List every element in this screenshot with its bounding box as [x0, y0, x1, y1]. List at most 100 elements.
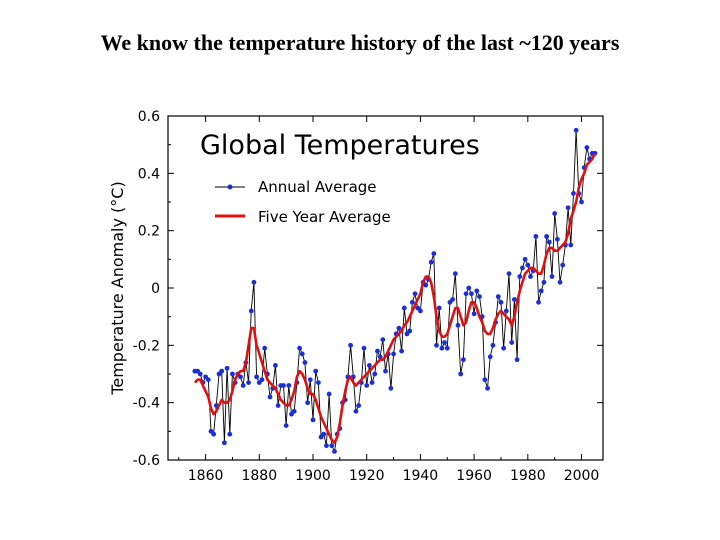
- annual-average-point: [450, 297, 456, 302]
- x-tick-label: 2000: [564, 468, 600, 484]
- annual-average-point: [356, 403, 362, 408]
- annual-average-point: [579, 199, 584, 205]
- annual-average-point: [262, 345, 268, 351]
- annual-average-point: [324, 443, 329, 449]
- annual-average-point: [275, 403, 281, 408]
- annual-average-point: [315, 380, 321, 385]
- legend-annual-marker: [227, 184, 233, 190]
- annual-average-point: [439, 345, 445, 351]
- annual-average-point: [573, 127, 579, 133]
- annual-average-point: [221, 440, 227, 446]
- annual-average-point: [517, 274, 523, 279]
- annual-average-point: [248, 308, 254, 314]
- legend-five-year-label: Five Year Average: [258, 208, 391, 226]
- annual-average-point: [259, 377, 265, 383]
- annual-average-point: [369, 380, 375, 385]
- annual-average-point: [313, 368, 319, 374]
- annual-average-point: [536, 299, 541, 305]
- annual-average-point: [401, 305, 407, 311]
- annual-average-point: [503, 308, 509, 314]
- annual-average-point: [246, 380, 251, 385]
- annual-average-point: [409, 299, 415, 305]
- annual-average-point: [482, 377, 488, 383]
- annual-average-point: [444, 345, 450, 351]
- annual-average-point: [375, 348, 380, 354]
- annual-average-point: [299, 351, 305, 357]
- annual-average-point: [584, 145, 590, 150]
- annual-average-point: [407, 328, 413, 334]
- y-tick-label: -0.6: [133, 453, 160, 469]
- annual-average-point: [310, 417, 316, 423]
- annual-average-point: [383, 368, 388, 374]
- x-tick-label: 1920: [349, 468, 385, 484]
- annual-average-point: [455, 322, 461, 328]
- annual-average-point: [525, 262, 531, 268]
- annual-average-point: [485, 385, 490, 391]
- annual-average-point: [533, 234, 539, 239]
- annual-average-point: [487, 354, 493, 360]
- x-tick-label: 1980: [510, 468, 546, 484]
- annual-average-point: [506, 271, 512, 277]
- annual-average-point: [509, 340, 515, 345]
- annual-average-point: [391, 351, 396, 357]
- y-tick-label: -0.2: [133, 338, 160, 354]
- annual-average-point: [552, 211, 558, 216]
- annual-average-point: [332, 449, 337, 454]
- annual-average-point: [396, 325, 402, 331]
- annual-average-point: [490, 342, 496, 348]
- annual-average-point: [197, 371, 203, 377]
- slide-title: We know the temperature history of the l…: [100, 30, 620, 55]
- annual-average-point: [495, 294, 501, 299]
- annual-average-point: [469, 291, 474, 297]
- annual-average-point: [291, 408, 297, 414]
- annual-average-point: [230, 371, 235, 377]
- annual-average-point: [377, 354, 383, 360]
- annual-average-point: [286, 383, 292, 388]
- annual-average-point: [423, 282, 429, 288]
- annual-average-point: [466, 285, 472, 291]
- annual-average-point: [297, 345, 302, 351]
- annual-average-point: [238, 374, 243, 380]
- annual-average-line: [194, 130, 595, 453]
- legend-annual-label: Annual Average: [258, 178, 377, 196]
- annual-average-point: [399, 348, 405, 354]
- annual-average-point: [554, 236, 560, 242]
- y-tick-label: -0.4: [133, 396, 160, 412]
- annual-average-point: [254, 374, 260, 380]
- annual-average-point: [560, 262, 566, 268]
- annual-average-point: [544, 234, 550, 239]
- annual-average-point: [568, 242, 574, 248]
- annual-average-point: [326, 391, 332, 397]
- annual-average-point: [522, 256, 528, 262]
- annual-average-point: [474, 288, 480, 294]
- annual-average-point: [321, 431, 327, 437]
- annual-average-point: [514, 357, 520, 363]
- annual-average-point: [372, 371, 378, 377]
- x-tick-label: 1860: [188, 468, 224, 484]
- annual-average-point: [380, 337, 386, 342]
- annual-average-point: [211, 431, 217, 437]
- annual-average-point: [205, 377, 211, 383]
- annual-average-point: [565, 205, 571, 211]
- annual-average-point: [251, 279, 257, 285]
- annual-average-point: [460, 357, 466, 363]
- annual-average-point: [388, 385, 394, 391]
- y-axis-label: Temperature Anomaly (°C): [108, 181, 127, 395]
- x-tick-label: 1940: [403, 468, 439, 484]
- x-tick-label: 1960: [456, 468, 492, 484]
- annual-average-point: [412, 291, 418, 297]
- annual-average-point: [364, 383, 370, 388]
- annual-average-point: [458, 371, 464, 377]
- annual-average-point: [302, 360, 308, 365]
- y-tick-label: 0.6: [138, 109, 160, 125]
- annual-average-point: [511, 297, 517, 302]
- annual-average-point: [477, 294, 482, 299]
- annual-average-point: [431, 251, 437, 256]
- x-tick-label: 1900: [295, 468, 331, 484]
- y-tick-label: 0.2: [138, 224, 160, 240]
- y-tick-label: 0.4: [138, 166, 160, 182]
- annual-average-point: [227, 431, 233, 437]
- annual-average-point: [528, 274, 533, 279]
- annual-average-point: [366, 363, 372, 368]
